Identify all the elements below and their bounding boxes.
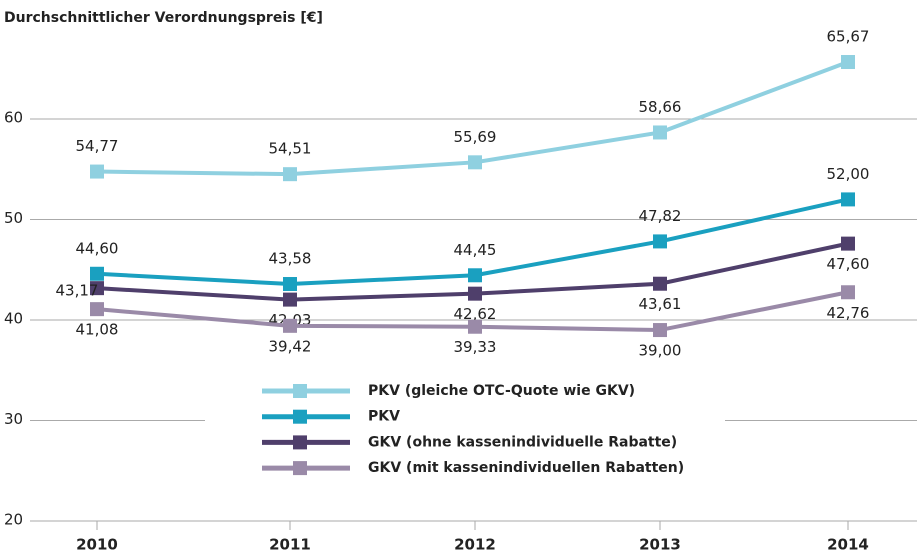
y-tick-label: 60	[4, 109, 23, 127]
point	[653, 323, 667, 338]
data-label: 52,00	[827, 165, 870, 183]
data-label: 44,60	[76, 239, 119, 257]
legend-label: PKV (gleiche OTC-Quote wie GKV)	[368, 383, 635, 399]
point	[653, 125, 667, 140]
point	[90, 302, 104, 317]
data-label: 39,33	[454, 338, 497, 356]
x-tick-label: 2011	[269, 536, 311, 554]
chart-title: Durchschnittlicher Verordnungspreis [€]	[4, 10, 323, 26]
point	[653, 276, 667, 291]
y-tick-label: 20	[4, 511, 23, 529]
legend-label: GKV (ohne kassenindividuelle Rabatte)	[368, 434, 677, 450]
legend-marker	[293, 384, 307, 398]
y-tick-label: 30	[4, 410, 23, 428]
data-label: 43,17	[56, 282, 99, 300]
point	[90, 164, 104, 179]
legend-marker	[293, 435, 307, 450]
point	[841, 192, 855, 207]
point	[283, 167, 297, 182]
point	[841, 285, 855, 300]
data-label: 58,66	[639, 98, 682, 116]
data-label: 39,00	[639, 342, 682, 360]
point	[90, 266, 104, 281]
data-label: 43,61	[639, 295, 682, 313]
data-label: 55,69	[454, 128, 497, 146]
point	[283, 318, 297, 333]
data-label: 54,77	[76, 137, 119, 155]
x-tick-label: 2014	[827, 536, 869, 554]
data-label: 44,45	[454, 241, 497, 259]
x-tick-label: 2013	[639, 536, 681, 554]
point	[653, 234, 667, 249]
data-label: 47,82	[639, 207, 682, 225]
data-label: 47,60	[827, 255, 870, 273]
point	[283, 277, 297, 292]
point	[841, 55, 855, 70]
data-label: 42,62	[454, 305, 497, 323]
point	[283, 292, 297, 307]
data-label: 43,58	[269, 250, 312, 268]
legend-label: GKV (mit kassenindividuellen Rabatten)	[368, 460, 684, 476]
legend-marker	[293, 409, 307, 424]
legend-marker	[293, 461, 307, 476]
point	[468, 286, 482, 301]
point	[468, 319, 482, 334]
y-tick-label: 50	[4, 209, 23, 227]
data-label: 42,76	[827, 304, 870, 322]
y-tick-label: 40	[4, 310, 23, 328]
point	[90, 281, 104, 296]
point	[841, 236, 855, 251]
data-label: 54,51	[269, 140, 312, 158]
data-label: 65,67	[827, 28, 870, 46]
point	[468, 268, 482, 283]
data-label: 41,08	[76, 321, 119, 339]
x-tick-label: 2012	[454, 536, 496, 554]
data-label: 39,42	[269, 337, 312, 355]
legend-label: PKV	[368, 409, 400, 425]
x-tick-label: 2010	[76, 536, 118, 554]
point	[468, 155, 482, 170]
